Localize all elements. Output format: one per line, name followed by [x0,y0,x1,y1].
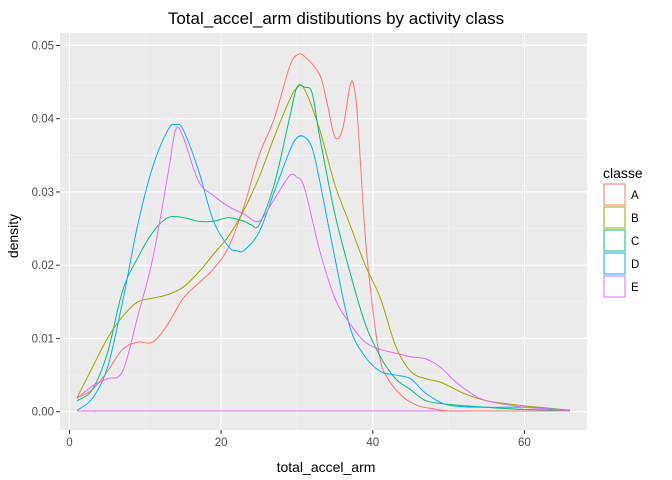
x-axis-title: total_accel_arm [277,459,376,475]
series-line-E [76,126,570,412]
y-axis-ticks: 0.00 0.01 0.02 0.03 0.04 0.05 [32,40,60,419]
chart-title: Total_accel_arm distibutions by activity… [168,9,504,28]
legend-label-A: A [631,190,639,202]
plot-panel [60,33,587,430]
legend-title: classe [603,165,643,181]
density-lines [76,53,570,412]
legend-label-C: C [631,236,639,248]
x-tick-label: 20 [215,437,228,449]
legend-label-E: E [631,282,639,294]
legend-key-D [603,252,626,275]
legend-key-C [603,229,626,252]
x-tick-label: 0 [66,437,72,449]
y-tick-label: 0.02 [32,260,54,272]
major-grid [60,33,587,430]
y-tick-label: 0.01 [32,333,54,345]
y-tick-label: 0.05 [32,40,54,52]
y-tick-label: 0.04 [32,114,55,126]
series-line-A [76,53,570,412]
x-tick-label: 40 [366,437,379,449]
x-tick-label: 60 [518,437,531,449]
legend-key-E [603,275,626,298]
y-tick-label: 0.03 [32,187,54,199]
y-tick-label: 0.00 [32,407,54,419]
legend-label-B: B [631,213,639,225]
series-line-C [76,84,570,411]
x-axis-ticks: 0 20 40 60 [66,430,531,449]
legend-label-D: D [631,259,639,271]
series-line-D [76,123,570,411]
legend-key-B [603,206,626,229]
y-axis-title: density [5,214,21,258]
legend-key-A [603,183,626,206]
